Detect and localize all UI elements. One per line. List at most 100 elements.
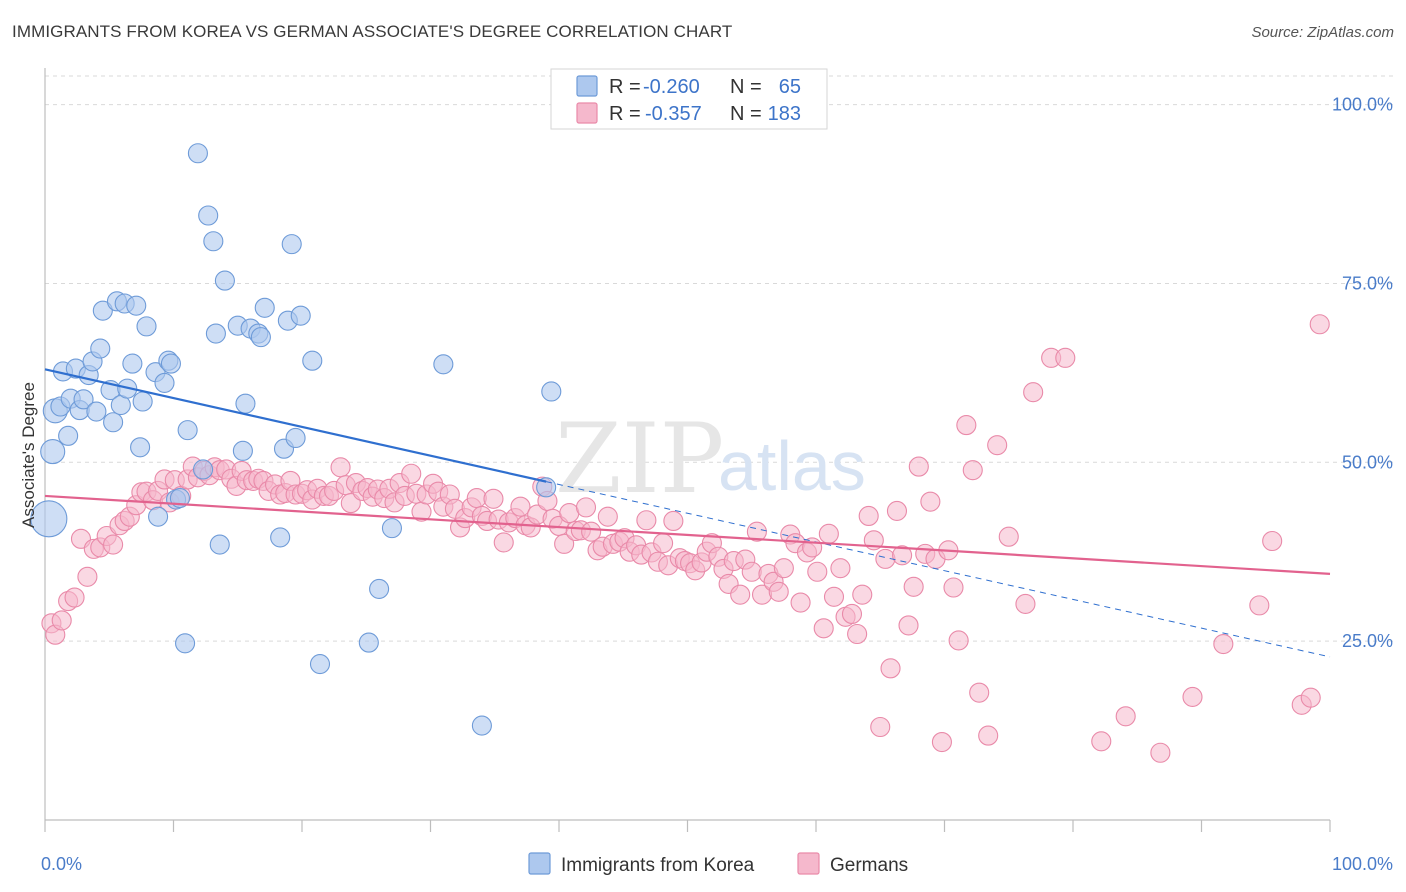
germans-point-6 — [77, 566, 98, 587]
korea-point-55 — [302, 350, 323, 371]
top-legend: R = -0.260 N = 65 R = -0.357 N = 183 — [550, 68, 828, 130]
germans-point-145 — [847, 623, 868, 645]
korea-point-60 — [433, 354, 454, 375]
x-tick-label-0: 0.0% — [41, 854, 82, 874]
y-tick-labels: 25.0% 50.0% 75.0% 100.0% — [1332, 95, 1393, 652]
korea-trend-line — [44, 368, 547, 483]
germans-point-64 — [401, 463, 422, 484]
y-tick-label-0: 25.0% — [1342, 631, 1393, 651]
germans-point-131 — [768, 581, 789, 602]
korea-point-44 — [235, 393, 256, 414]
korea-point-5 — [58, 425, 79, 446]
germans-point-4 — [64, 587, 85, 608]
germans-point-168 — [987, 435, 1008, 456]
germans-point-166 — [969, 682, 990, 703]
germans-point-138 — [807, 561, 828, 582]
germans-point-180 — [1262, 530, 1283, 552]
germans-point-137 — [802, 537, 823, 558]
germans-point-171 — [1023, 382, 1044, 403]
germans-points — [41, 314, 1330, 763]
korea-point-63 — [541, 381, 562, 402]
germans-point-153 — [892, 545, 913, 566]
germans-point-51 — [330, 457, 351, 478]
germans-point-147 — [858, 505, 879, 527]
korea-point-27 — [148, 506, 169, 527]
germans-point-81 — [493, 532, 514, 553]
germans-point-163 — [948, 630, 969, 651]
legend-germans-r-value: -0.357 — [645, 103, 702, 125]
bottom-legend-germans-label: Germans — [830, 855, 908, 876]
germans-point-174 — [1091, 731, 1112, 752]
korea-point-56 — [309, 653, 331, 675]
germans-point-140 — [818, 523, 839, 544]
korea-point-13 — [90, 338, 111, 359]
trend-lines — [44, 368, 1331, 658]
legend-germans-swatch — [576, 102, 598, 124]
korea-points — [30, 143, 562, 736]
germans-point-53 — [340, 493, 361, 514]
germans-point-182 — [1300, 687, 1321, 708]
korea-point-0 — [30, 500, 68, 538]
korea-point-14 — [92, 300, 113, 321]
germans-point-149 — [870, 716, 891, 738]
germans-point-170 — [1015, 593, 1036, 615]
korea-point-16 — [103, 412, 124, 433]
korea-point-43 — [232, 440, 253, 461]
legend-korea-n-value: 65 — [779, 76, 801, 98]
germans-point-165 — [962, 460, 983, 481]
korea-trend-extension — [546, 481, 1331, 658]
legend-germans-r-label: R = — [609, 103, 641, 125]
watermark-atlas: atlas — [718, 427, 866, 505]
germans-trend-line — [44, 494, 1331, 576]
watermark: ZIP atlas — [555, 403, 866, 515]
germans-point-173 — [1055, 347, 1076, 368]
germans-point-126 — [741, 561, 762, 582]
korea-point-59 — [381, 518, 403, 539]
legend-korea-n-label: N = — [730, 76, 762, 98]
legend-korea-swatch — [576, 75, 598, 97]
y-tick-label-3: 100.0% — [1332, 95, 1393, 115]
germans-point-154 — [898, 615, 919, 636]
germans-point-164 — [956, 415, 977, 436]
germans-point-167 — [978, 725, 999, 746]
korea-point-28 — [154, 372, 175, 393]
germans-point-79 — [483, 488, 504, 509]
korea-point-22 — [126, 295, 147, 316]
legend-germans-n-value: 183 — [768, 103, 801, 125]
legend-korea-r-label: R = — [609, 76, 641, 98]
source-label: Source: ZipAtlas.com — [1251, 24, 1394, 41]
x-tick-label-1: 100.0% — [1332, 854, 1393, 874]
germans-point-142 — [830, 558, 851, 579]
korea-point-30 — [160, 353, 181, 374]
korea-point-40 — [209, 534, 230, 555]
germans-point-176 — [1150, 742, 1171, 763]
germans-point-112 — [663, 510, 684, 532]
germans-point-156 — [908, 456, 929, 477]
watermark-zip: ZIP — [555, 403, 724, 515]
bottom-legend: Immigrants from Korea Germans — [528, 852, 908, 876]
korea-point-12 — [86, 401, 107, 422]
germans-point-151 — [880, 658, 901, 679]
bottom-legend-korea-swatch — [528, 852, 551, 875]
germans-point-97 — [581, 521, 602, 542]
y-axis-title: Associate's Degree — [19, 382, 38, 528]
germans-point-96 — [575, 497, 597, 518]
korea-point-36 — [193, 459, 214, 480]
germans-point-135 — [790, 592, 811, 613]
germans-point-92 — [554, 533, 575, 554]
korea-point-47 — [250, 327, 271, 348]
korea-point-35 — [187, 143, 208, 164]
korea-point-38 — [203, 231, 224, 252]
chart-title: IMMIGRANTS FROM KOREA VS GERMAN ASSOCIAT… — [12, 22, 733, 41]
germans-point-100 — [597, 506, 618, 527]
korea-point-24 — [132, 391, 153, 412]
germans-point-139 — [813, 618, 834, 639]
germans-point-132 — [773, 558, 794, 579]
korea-point-57 — [358, 632, 379, 653]
germans-point-169 — [998, 526, 1019, 547]
germans-point-175 — [1115, 706, 1136, 727]
germans-point-2 — [51, 610, 72, 631]
korea-point-34 — [177, 420, 198, 441]
korea-point-58 — [369, 578, 390, 599]
germans-point-141 — [823, 586, 845, 607]
